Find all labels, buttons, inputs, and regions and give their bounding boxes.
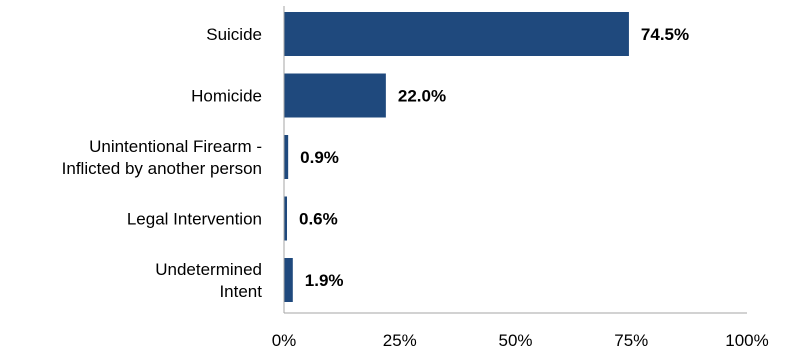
- category-label-1: Suicide: [206, 25, 262, 44]
- category-label-line: Undetermined: [155, 260, 262, 279]
- x-tick-label-1: 0%: [272, 331, 297, 350]
- bar-2: [284, 73, 386, 118]
- category-label-line: Unintentional Firearm -: [89, 137, 262, 156]
- bars-group: [284, 12, 629, 302]
- category-labels-group: Suicide Homicide Unintentional Firearm - In…: [62, 25, 263, 301]
- category-label-5: Undetermined Intent: [155, 260, 262, 301]
- category-label-3: Unintentional Firearm - Inflicted by anot…: [62, 137, 262, 178]
- category-label-line: Intent: [219, 282, 262, 301]
- category-label-line: Homicide: [191, 87, 262, 106]
- x-tick-label-3: 50%: [498, 331, 532, 350]
- value-label-1: 74.5%: [641, 25, 689, 44]
- category-label-4: Legal Intervention: [127, 210, 262, 229]
- bar-1: [284, 12, 629, 56]
- value-label-4: 0.6%: [299, 210, 338, 229]
- x-tick-label-4: 75%: [614, 331, 648, 350]
- category-label-line: Legal Intervention: [127, 210, 262, 229]
- x-tick-label-5: 100%: [725, 331, 768, 350]
- bar-4: [284, 196, 287, 241]
- value-label-2: 22.0%: [398, 87, 446, 106]
- bar-5: [284, 258, 293, 302]
- category-label-2: Homicide: [191, 87, 262, 106]
- category-label-line: Suicide: [206, 25, 262, 44]
- bar-3: [284, 135, 289, 179]
- x-tick-label-2: 25%: [383, 331, 417, 350]
- category-label-line: Inflicted by another person: [62, 159, 262, 178]
- x-tick-labels-group: 0% 25% 50% 75% 100%: [272, 331, 769, 350]
- value-label-3: 0.9%: [300, 148, 339, 167]
- value-labels-group: 74.5% 22.0% 0.9% 0.6% 1.9%: [299, 25, 689, 290]
- value-label-5: 1.9%: [305, 271, 344, 290]
